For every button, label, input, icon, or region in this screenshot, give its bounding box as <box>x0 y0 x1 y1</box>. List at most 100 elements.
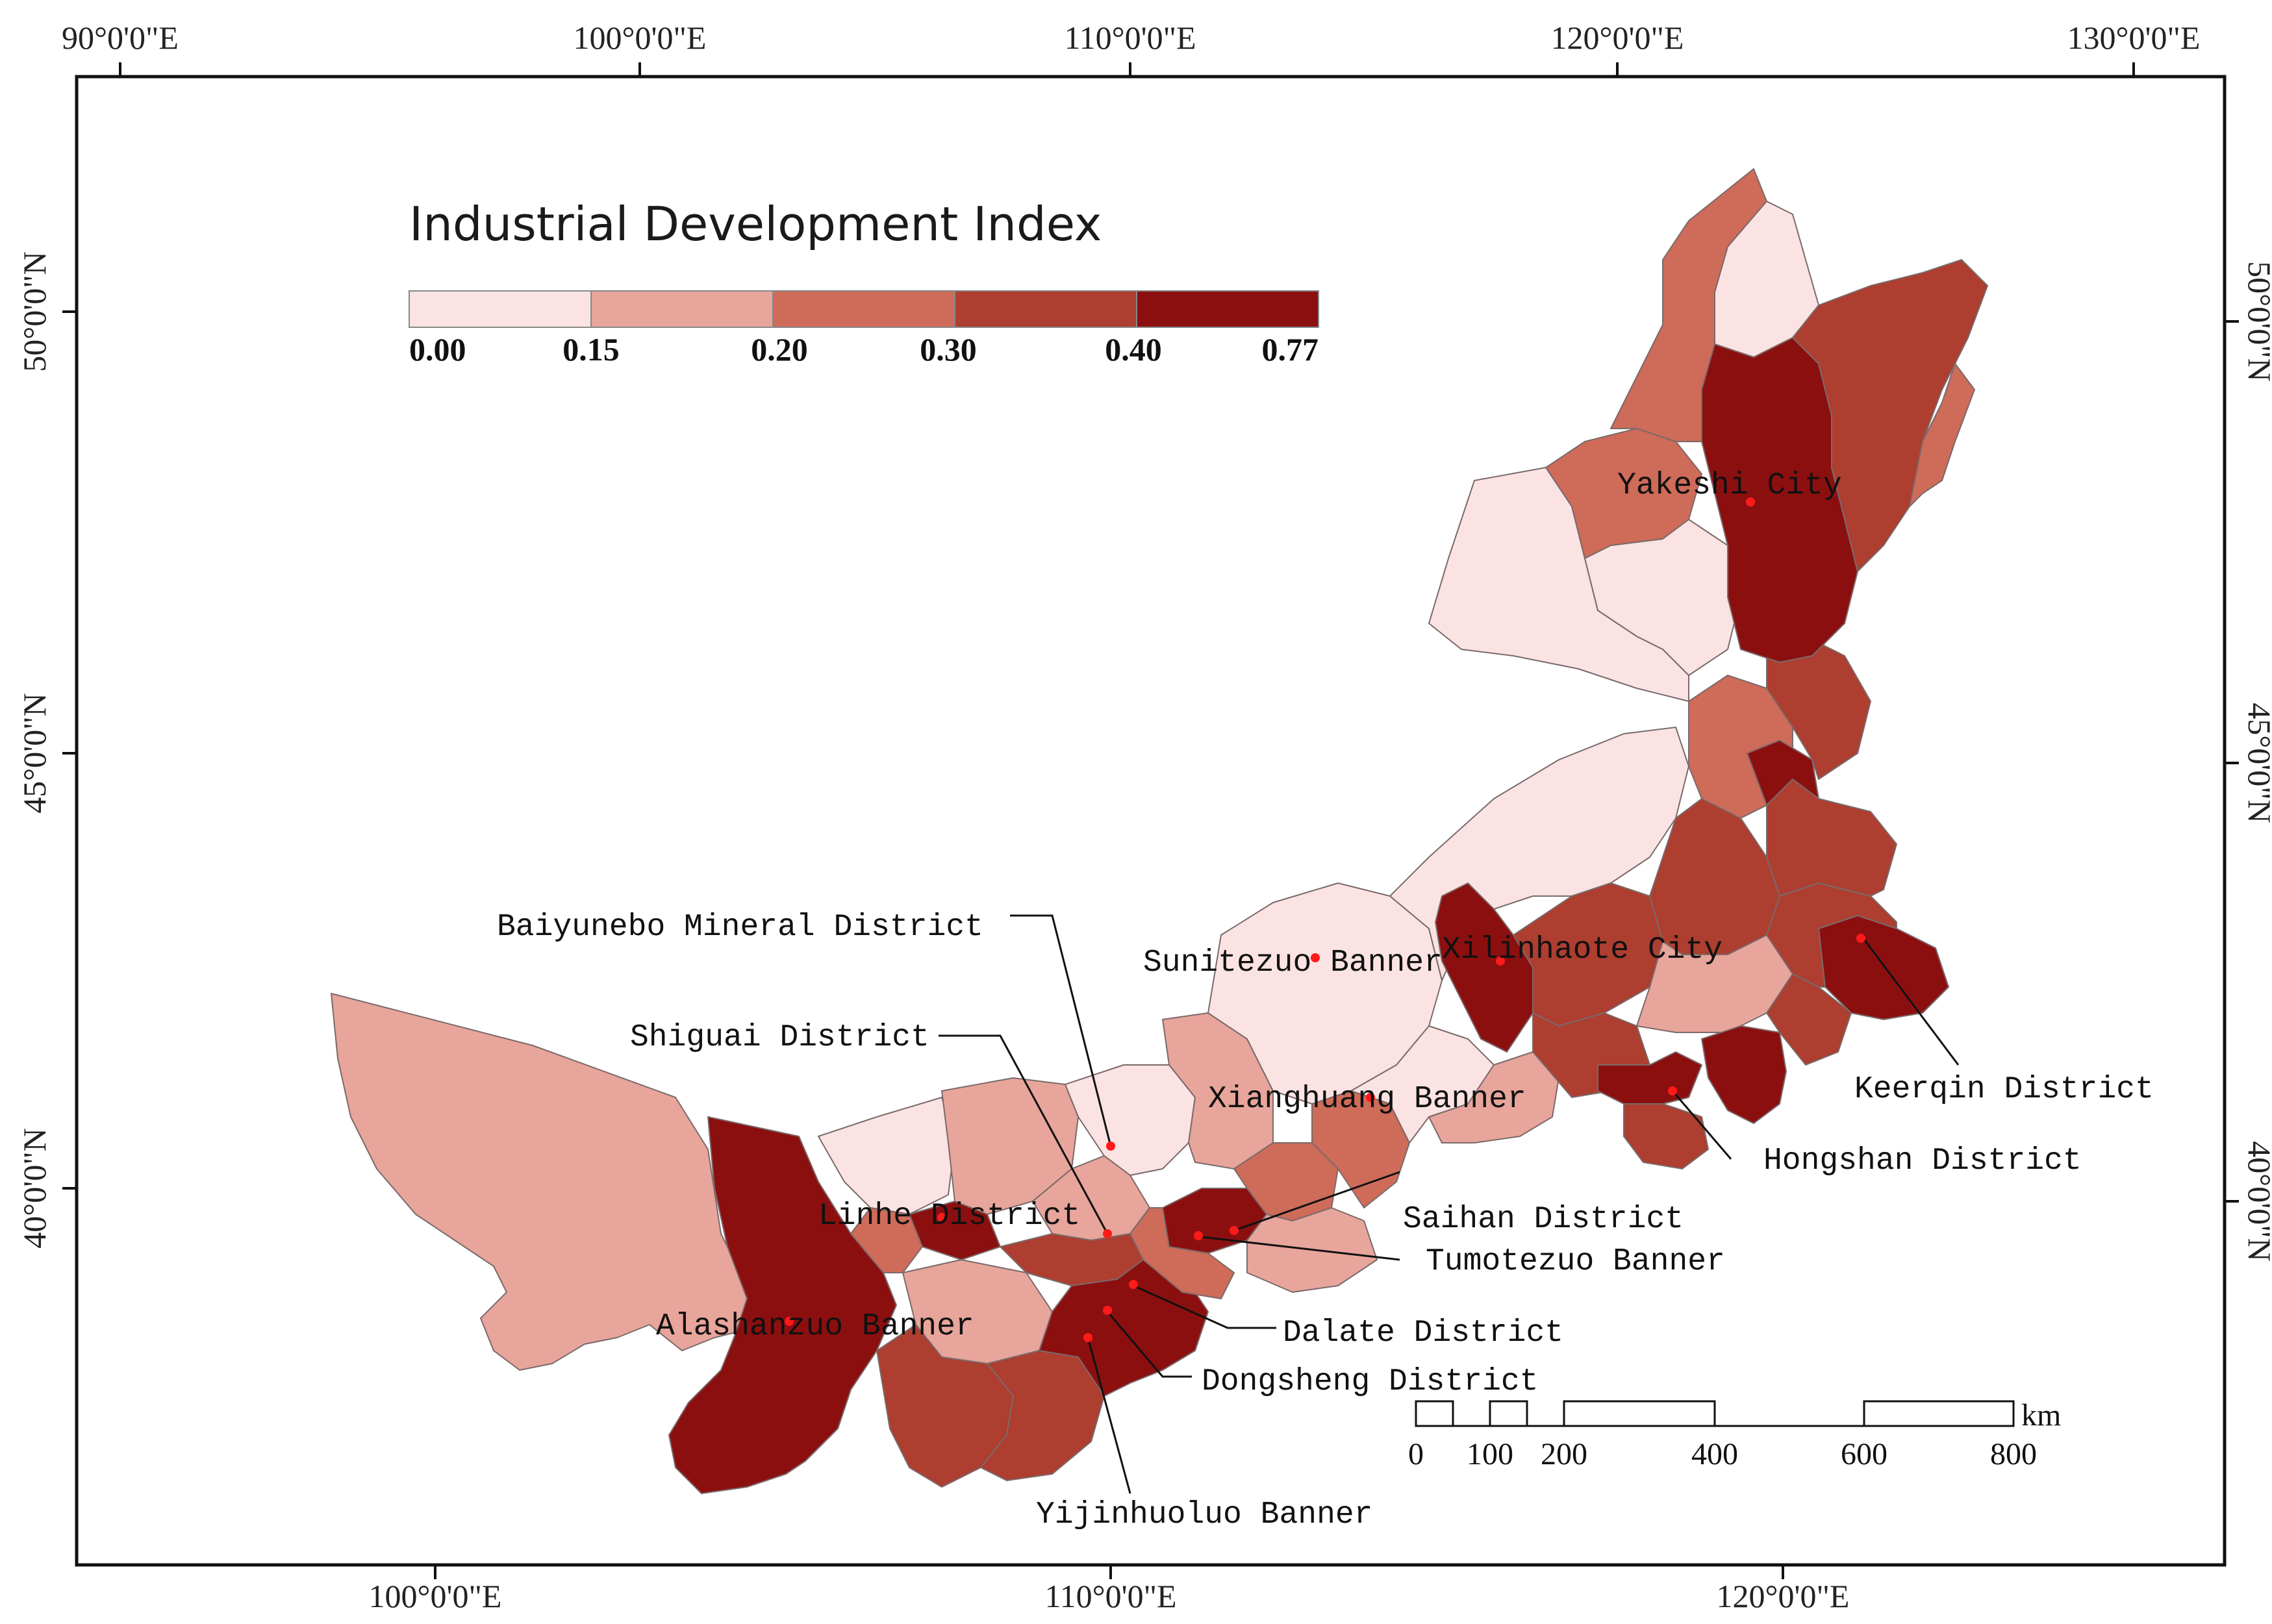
region-sunitezuo <box>1207 882 1443 1105</box>
region-keerqin <box>1818 915 1949 1020</box>
leader-line-hongshan <box>1671 1090 1732 1160</box>
legend-tick-2: 0.20 <box>751 331 808 368</box>
region-xilinhaote <box>1435 882 1534 1053</box>
lon-label-top-110: 110°0'0"E <box>1064 19 1196 56</box>
scale-unit-label: km <box>2021 1398 2061 1432</box>
leader-line-tumotezuo <box>1201 1236 1400 1261</box>
place-dot-sunitezuo <box>1311 953 1320 962</box>
scale-label-800: 800 <box>1990 1437 2037 1471</box>
region-hulunbuir-southeast <box>1909 363 1975 507</box>
leader-line-keerqin <box>1860 934 1960 1066</box>
lon-label-bottom-100: 100°0'0"E <box>369 1578 502 1614</box>
legend: Industrial Development Index 0.00 0.15 0… <box>409 197 1319 368</box>
place-dot-saihan <box>1230 1226 1239 1235</box>
place-label-yijinhuoluo: Yijinhuoluo Banner <box>1036 1497 1372 1532</box>
region-baotou-north <box>1065 1064 1196 1176</box>
scale-bar: 0 100 200 400 600 800 km <box>1408 1398 2061 1471</box>
lon-label-top-120: 120°0'0"E <box>1551 19 1684 56</box>
region-tongliao-south <box>1766 973 1852 1066</box>
place-label-dalate: Dalate District <box>1283 1316 1563 1351</box>
place-label-sunitezuo: Sunitezuo Banner <box>1143 945 1443 981</box>
leader-line-baiyunebo <box>1010 914 1112 1147</box>
lat-label-left-40: 40°0'0"N <box>16 1128 53 1249</box>
place-dot-xianghuang <box>1366 1093 1375 1102</box>
map-frame <box>75 75 2227 1567</box>
leader-line-shiguai <box>939 1034 1109 1234</box>
region-hinggan-east <box>1766 636 1871 780</box>
place-label-tumotezuo: Tumotezuo Banner <box>1426 1244 1725 1279</box>
place-label-xianghuang: Xianghuang Banner <box>1208 1082 1526 1117</box>
lon-label-bottom-110: 110°0'0"E <box>1044 1578 1176 1614</box>
region-chifeng-east <box>1701 1025 1787 1124</box>
place-label-hongshan: Hongshan District <box>1763 1143 2082 1179</box>
legend-tick-0: 0.00 <box>409 331 466 368</box>
place-label-yakeshi: Yakeshi City <box>1617 468 1842 503</box>
legend-tick-3: 0.30 <box>920 331 977 368</box>
legend-swatch-2 <box>772 290 955 328</box>
place-dot-dongsheng <box>1103 1306 1112 1315</box>
scale-label-100: 100 <box>1467 1437 1513 1471</box>
scale-bar-segment-4 <box>1863 1400 2015 1427</box>
map-regions <box>331 168 1988 1494</box>
legend-swatch-1 <box>590 290 774 328</box>
scale-label-0: 0 <box>1408 1437 1424 1471</box>
lon-label-top-100: 100°0'0"E <box>574 19 707 56</box>
legend-tick-5: 0.77 <box>1262 331 1319 368</box>
scale-bar-segment-0 <box>1415 1400 1454 1427</box>
scale-bar-outline <box>1415 1400 2015 1427</box>
lat-label-right-45: 45°0'0"N <box>2241 703 2272 823</box>
leader-lines <box>939 914 1960 1494</box>
lon-label-top-90: 90°0'0"E <box>62 19 179 56</box>
lat-label-left-50: 50°0'0"N <box>16 251 53 372</box>
leader-line-yijinhuoluo <box>1087 1337 1131 1494</box>
place-label-dongsheng: Dongsheng District <box>1202 1364 1538 1399</box>
leader-line-saihan <box>1233 1171 1400 1232</box>
legend-title: Industrial Development Index <box>409 197 1102 251</box>
place-dot-shiguai <box>1103 1229 1112 1238</box>
region-bayannaoer-west <box>818 1097 955 1215</box>
place-dot-alashanzuo <box>785 1317 794 1326</box>
lat-label-left-45: 45°0'0"N <box>16 693 53 814</box>
place-dot-dalate <box>1129 1280 1138 1289</box>
place-dots <box>785 497 1865 1342</box>
region-xilingol-south <box>1428 1051 1559 1143</box>
place-dot-hongshan <box>1668 1086 1677 1095</box>
place-label-keerqin: Keerqin District <box>1854 1072 2154 1107</box>
region-chifeng-south <box>1623 1103 1709 1169</box>
region-yakeshi <box>1701 337 1858 663</box>
place-label-shiguai: Shiguai District <box>630 1020 929 1055</box>
leader-line-dongsheng <box>1106 1311 1192 1378</box>
region-hohhot-south <box>1130 1207 1235 1299</box>
region-alashan-west <box>331 993 767 1371</box>
scale-bar-segment-3 <box>1563 1400 1716 1427</box>
scale-label-400: 400 <box>1691 1437 1738 1471</box>
place-dot-yakeshi <box>1746 497 1755 506</box>
legend-swatch-4 <box>1136 290 1319 328</box>
place-labels: Yakeshi City Xilinhaote City Sunitezuo B… <box>497 468 2154 1532</box>
place-label-baiyunebo: Baiyunebo Mineral District <box>497 910 983 945</box>
place-dot-yijinhuoluo <box>1083 1333 1092 1342</box>
leader-line-dalate <box>1133 1284 1276 1329</box>
scale-label-200: 200 <box>1541 1437 1587 1471</box>
lon-label-bottom-120: 120°0'0"E <box>1717 1578 1850 1614</box>
place-label-linhe: Linhe District <box>818 1199 1080 1234</box>
place-dot-keerqin <box>1856 934 1865 943</box>
lat-label-right-40: 40°0'0"N <box>2241 1141 2272 1262</box>
legend-tick-1: 0.15 <box>562 331 620 368</box>
lon-label-top-130: 130°0'0"E <box>2067 19 2201 56</box>
place-dot-linhe <box>937 1213 946 1222</box>
region-dongsheng-dalate <box>1039 1259 1209 1397</box>
legend-swatch-3 <box>954 290 1137 328</box>
region-hinggan-south <box>1766 779 1897 897</box>
lat-label-right-50: 50°0'0"N <box>2241 261 2272 382</box>
place-dot-baiyunebo <box>1106 1142 1115 1151</box>
graticule-ticks <box>62 62 2239 1579</box>
place-label-saihan: Saihan District <box>1403 1202 1684 1237</box>
place-dot-xilinhaote <box>1496 956 1505 966</box>
scale-label-600: 600 <box>1841 1437 1887 1471</box>
legend-tick-4: 0.40 <box>1105 331 1162 368</box>
legend-swatch-0 <box>409 290 592 328</box>
scale-bar-segment-2 <box>1489 1400 1528 1427</box>
place-label-xilinhaote: Xilinhaote City <box>1442 932 1723 968</box>
